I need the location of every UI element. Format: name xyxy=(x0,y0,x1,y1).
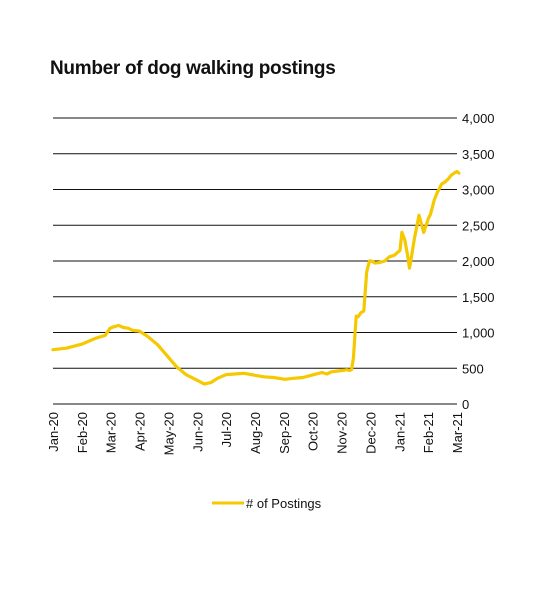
x-tick-label: Oct-20 xyxy=(306,412,321,451)
x-tick-label: Dec-20 xyxy=(363,412,378,454)
y-tick-label: 3,000 xyxy=(462,183,495,198)
y-tick-label: 0 xyxy=(462,397,469,412)
legend-label: # of Postings xyxy=(246,496,322,511)
x-tick-label: Jun-20 xyxy=(190,412,205,452)
y-tick-label: 2,000 xyxy=(462,254,495,269)
chart-title: Number of dog walking postings xyxy=(50,58,336,79)
y-tick-label: 500 xyxy=(462,361,484,376)
x-tick-label: Sep-20 xyxy=(277,412,292,454)
x-tick-label: Apr-20 xyxy=(133,412,148,451)
y-tick-label: 1,500 xyxy=(462,290,495,305)
x-tick-label: Aug-20 xyxy=(248,412,263,454)
x-tick-label: Jan-21 xyxy=(392,412,407,452)
legend: # of Postings xyxy=(212,496,322,511)
x-tick-label: Jan-20 xyxy=(46,412,61,452)
y-tick-label: 3,500 xyxy=(462,147,495,162)
x-tick-label: Feb-21 xyxy=(421,412,436,453)
y-tick-label: 4,000 xyxy=(462,111,495,126)
y-tick-label: 1,000 xyxy=(462,326,495,341)
y-tick-label: 2,500 xyxy=(462,218,495,233)
series-lines xyxy=(51,170,461,386)
x-tick-label: Feb-20 xyxy=(75,412,90,453)
x-tick-label: Nov-20 xyxy=(335,412,350,454)
x-axis-tick-labels: Jan-20 Feb-20 Mar-20 Apr-20 May-20 Jun-20 Jul-… xyxy=(46,412,465,455)
series-line xyxy=(51,170,461,386)
x-tick-label: May-20 xyxy=(161,412,176,455)
x-tick-label: Mar-21 xyxy=(450,412,465,453)
y-axis-tick-labels: 0 500 1,000 1,500 2,000 2,500 3,000 3,500 4,000 xyxy=(462,111,495,412)
x-tick-label: Mar-20 xyxy=(104,412,119,453)
grid-lines xyxy=(53,117,457,405)
x-tick-label: Jul-20 xyxy=(219,412,234,447)
